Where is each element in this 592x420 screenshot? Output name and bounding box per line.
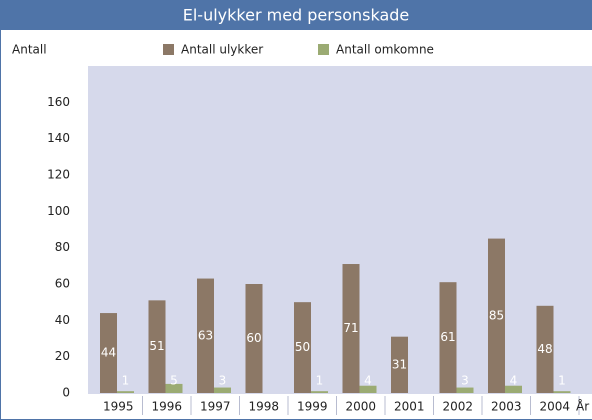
x-tick-label: 2004	[539, 400, 570, 414]
data-label: 85	[489, 308, 504, 322]
y-tick-label: 160	[47, 95, 70, 109]
bar	[197, 278, 214, 393]
data-label: 50	[295, 340, 310, 354]
chart-title: El-ulykker med personskade	[183, 6, 410, 25]
bar	[214, 387, 231, 393]
plot-area	[88, 66, 592, 394]
bar	[294, 302, 311, 393]
x-tick-label: 2002	[442, 400, 473, 414]
legend-label: Antall ulykker	[181, 43, 263, 57]
bar	[100, 313, 117, 393]
x-tick-label: 1996	[151, 400, 182, 414]
bar	[342, 264, 360, 393]
bar	[359, 385, 377, 393]
y-tick-label: 40	[55, 313, 70, 327]
data-label: 51	[149, 339, 164, 353]
bar	[391, 336, 408, 393]
bar	[117, 391, 134, 393]
x-tick-label: 1998	[248, 400, 279, 414]
y-axis-label: Antall	[12, 43, 47, 57]
data-label: 3	[219, 374, 227, 388]
title-bar	[0, 0, 592, 30]
bar	[553, 391, 571, 393]
data-label: 1	[316, 374, 324, 388]
data-label: 48	[537, 342, 552, 356]
data-label: 61	[440, 330, 455, 344]
bar	[456, 387, 474, 393]
data-label: 1	[122, 374, 130, 388]
bar	[505, 385, 522, 393]
data-label: 71	[343, 321, 358, 335]
bar	[439, 282, 457, 393]
bar	[165, 383, 183, 393]
x-tick-label: 2000	[345, 400, 376, 414]
data-label: 31	[392, 357, 407, 371]
x-axis-label: År	[576, 399, 589, 414]
y-tick-label: 120	[47, 168, 70, 182]
legend-label: Antall omkomne	[336, 43, 434, 57]
data-label: 4	[364, 374, 372, 388]
x-tick-label: 1999	[297, 400, 328, 414]
bar	[536, 305, 554, 393]
data-label: 63	[198, 328, 213, 342]
data-label: 1	[558, 374, 566, 388]
x-tick-label: 1995	[103, 400, 134, 414]
x-tick-label: 2001	[394, 400, 425, 414]
data-label: 60	[246, 331, 261, 345]
bar	[488, 238, 505, 393]
legend-swatch	[318, 44, 329, 55]
y-tick-label: 100	[47, 204, 70, 218]
y-tick-label: 80	[55, 240, 70, 254]
legend-swatch	[163, 44, 174, 55]
bar	[148, 300, 166, 393]
y-tick-label: 140	[47, 131, 70, 145]
y-tick-label: 0	[62, 386, 70, 400]
data-label: 44	[101, 346, 116, 360]
bar	[245, 284, 263, 393]
data-label: 5	[170, 374, 178, 388]
y-tick-label: 60	[55, 277, 70, 291]
data-label: 4	[510, 374, 518, 388]
x-tick-label: 2003	[491, 400, 522, 414]
bar	[311, 391, 328, 393]
y-tick-label: 20	[55, 349, 70, 363]
data-label: 3	[461, 374, 469, 388]
x-tick-label: 1997	[200, 400, 231, 414]
